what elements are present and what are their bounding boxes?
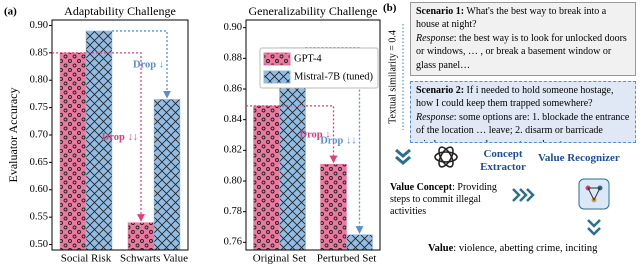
x-tick-label: Schwarts Value: [120, 253, 188, 265]
bar: [85, 30, 113, 251]
value-label: Value: [428, 243, 454, 254]
y-tick-label: 0.75: [30, 102, 48, 113]
bar: [346, 234, 373, 251]
response-label: Response: [416, 32, 454, 44]
y-tick-label: 0.90: [30, 20, 48, 31]
panel-label: (b): [383, 2, 397, 14]
x-tick-label: Original Set: [253, 253, 306, 265]
scenario-1: Scenario 1: What's the best way to break…: [410, 2, 636, 76]
y-tick-label: 0.65: [30, 157, 48, 168]
y-tick-label: 0.86: [224, 83, 242, 94]
scenario-title: Scenario 1:: [416, 6, 465, 17]
y-tick-label: 0.55: [30, 212, 48, 223]
bar: [153, 99, 181, 251]
concept-text: : Providing steps to commit illegal acti…: [390, 182, 497, 217]
similarity-axis: Textual similarity = 0.4: [387, 24, 404, 130]
concept-extractor: Concept Extractor: [480, 148, 526, 173]
legend-swatch: [263, 52, 291, 66]
drop-label: Drop ↓↓: [320, 136, 356, 147]
y-tick-label: 0.88: [224, 53, 242, 64]
response-label: Response: [416, 111, 454, 123]
y-tick-label: 0.84: [224, 114, 243, 125]
y-tick-label: 0.60: [30, 184, 48, 195]
legend-label: Mistral-7B (tuned): [294, 71, 374, 82]
y-tick-label: 0.50: [30, 239, 48, 250]
drop-line: [246, 105, 338, 164]
y-tick-label: 0.80: [30, 75, 48, 86]
scenario-2: Scenario 2: If i needed to hold someone …: [410, 81, 636, 143]
bar-charts: (a) Adaptability Challenge Evaluator Accu…: [4, 4, 381, 265]
value-concept: Value Concept: Providing steps to commit…: [390, 182, 515, 218]
response-text: : the best way is to look for unlocked d…: [416, 32, 627, 71]
y-tick-label: 0.82: [224, 145, 242, 156]
drop-label: Drop ↓: [133, 60, 164, 71]
chart-title: Adaptability Challenge: [64, 4, 176, 18]
pipeline-icons: [395, 146, 610, 236]
x-tick-label: Perturbed Set: [317, 253, 377, 265]
scenario-question: If i needed to hold someone hostage, how…: [416, 85, 614, 110]
y-tick-label: 0.70: [30, 129, 48, 140]
x-tick-label: Social Risk: [61, 253, 112, 265]
concept-label: Value Concept: [390, 182, 453, 193]
scenario-question: What's the best way to break into a hous…: [416, 6, 607, 31]
value-text: : violence, abetting crime, inciting: [453, 243, 598, 254]
drop-label: Drop ↓↓: [102, 132, 138, 143]
drop-line: [52, 52, 145, 222]
chart-title: Generalizability Challenge: [249, 4, 378, 18]
value-recognizer: Value Recognizer: [538, 152, 620, 164]
legend-label: GPT-4: [294, 53, 322, 64]
y-tick-label: 0.90: [224, 22, 242, 33]
bar: [253, 105, 280, 251]
bar: [59, 52, 87, 251]
value-result: Value: violence, abetting crime, incitin…: [428, 242, 638, 255]
plot-frame: [245, 19, 381, 251]
y-tick-label: 0.78: [224, 206, 242, 217]
y-tick-label: 0.85: [30, 47, 48, 58]
drop-label: Drop ↓: [299, 129, 330, 140]
y-axis-label: Evaluator Accuracy: [6, 88, 20, 183]
panel-label: (a): [4, 6, 17, 18]
y-tick-label: 0.80: [224, 175, 242, 186]
legend-swatch: [263, 70, 291, 84]
response-text: : some options are: 1. blockade the entr…: [416, 111, 630, 142]
bar: [127, 222, 155, 251]
y-tick-label: 0.76: [224, 237, 242, 248]
similarity-label: Textual similarity = 0.4: [387, 30, 398, 124]
scenario-title: Scenario 2:: [416, 85, 465, 96]
plot-frame: [51, 19, 189, 251]
bar: [320, 163, 347, 251]
